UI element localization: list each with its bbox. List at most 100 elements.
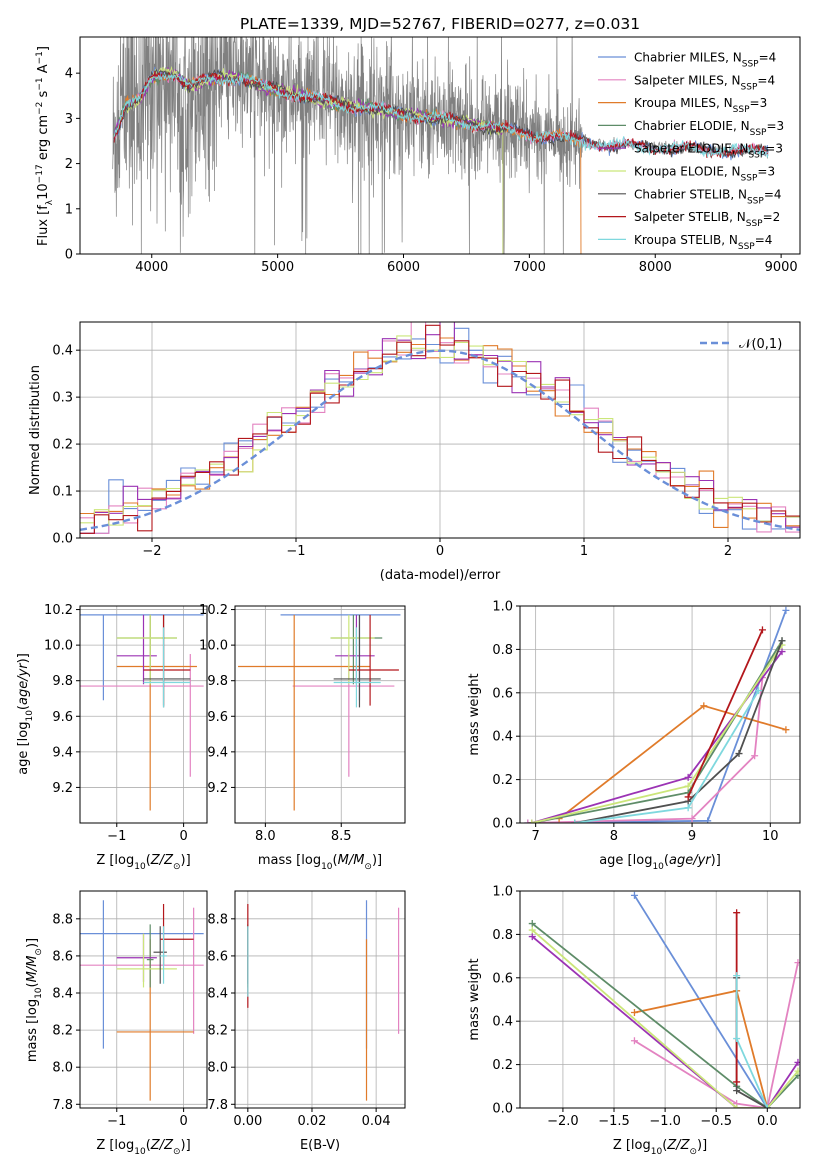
y-tick-label: 9.2 (52, 781, 73, 796)
x-tick-label: −1 (286, 544, 305, 559)
point-salpeter-miles (80, 654, 204, 777)
plot-area (520, 891, 800, 1108)
x-tick-label: −0.5 (700, 1114, 732, 1129)
x-tick-label: 0 (436, 544, 444, 559)
x-tick-label: −1.0 (649, 1114, 681, 1129)
x-axis-label: Z [log10(Z/Z⊙)] (96, 1138, 190, 1157)
legend-item-salpeter-stelib: Salpeter STELIB, NSSP=2 (598, 210, 780, 229)
y-tick-label: 2 (65, 157, 73, 172)
y-tick-label: 0.2 (492, 773, 513, 788)
x-axis-label: E(B-V) (300, 1138, 340, 1153)
histogram-kroupa-elodie (80, 335, 800, 526)
y-axis-label: mass weight (467, 958, 482, 1040)
axes-frame (519, 890, 801, 1109)
marker (528, 819, 536, 823)
x-tick-label: 0.02 (298, 1114, 327, 1129)
point-kroupa-miles (116, 939, 194, 1101)
axes-frame (519, 605, 801, 824)
legend-item-salpeter-elodie: Salpeter ELODIE, NSSP=3 (598, 142, 783, 161)
age-vs-metallicity-panel: −1 0 9.2 9.4 9.6 9.8 10.0 10.2 Z [log10(Z/Z⊙)] ag… (16, 603, 208, 872)
marker (751, 752, 759, 760)
svg-text:Chabrier MILES, NSSP=4: Chabrier MILES, NSSP=4 (634, 51, 776, 70)
y-tick-label: 8.6 (52, 949, 73, 964)
y-tick-label: 1.0 (492, 600, 513, 615)
svg-text:mass [log10(M/M⊙)]: mass [log10(M/M⊙)] (258, 853, 382, 872)
point-chabrier-miles (80, 900, 204, 1049)
y-tick-label: 0.0 (52, 532, 73, 547)
x-tick-label: 4000 (135, 260, 168, 275)
series-kroupa-miles (630, 987, 771, 1108)
point-salpeter-miles (80, 907, 204, 1034)
y-axis-label: mass weight (467, 673, 482, 755)
plot-area (235, 891, 405, 1108)
marker (755, 687, 763, 695)
svg-text:Kroupa ELODIE, NSSP=3: Kroupa ELODIE, NSSP=3 (634, 165, 775, 184)
x-tick-label: −1 (107, 1114, 126, 1129)
svg-text:mass [log10(M/M⊙)]: mass [log10(M/M⊙)] (25, 938, 44, 1062)
series-kroupa-stelib (571, 687, 763, 823)
y-tick-label: 1 (65, 202, 73, 217)
x-tick-label: −1.5 (598, 1114, 630, 1129)
spectrum-panel: 4000 5000 6000 7000 8000 9000 0 1 2 3 4 Flux [fλ10−… (35, 36, 801, 275)
legend-item-kroupa-elodie: Kroupa ELODIE, NSSP=3 (598, 165, 775, 184)
y-tick-label: 10.2 (199, 603, 228, 618)
marker (782, 726, 790, 734)
y-tick-label: 0.8 (492, 928, 513, 943)
y-tick-label: 9.8 (52, 674, 73, 689)
axes-frame (79, 36, 801, 255)
axes-frame (234, 605, 406, 824)
marker (704, 817, 712, 823)
svg-text:E(B-V): E(B-V) (300, 1138, 340, 1153)
marker (794, 1067, 800, 1075)
x-tick-label: 10 (762, 829, 779, 844)
y-tick-label: 0.1 (52, 485, 73, 500)
axes-frame (79, 890, 208, 1109)
y-tick-label: 0.0 (492, 817, 513, 832)
point-kroupa-miles (116, 614, 197, 811)
mass-vs-metallicity-panel: −1 0 7.8 8.0 8.2 8.4 8.6 8.8 Z [log10(Z/Z⊙)] mass… (25, 890, 208, 1157)
marker (758, 626, 766, 634)
marker (700, 702, 708, 710)
marker (684, 773, 692, 781)
axes-frame (79, 321, 801, 539)
point-kroupa-stelib (333, 627, 381, 708)
legend-item-chabrier-stelib: Chabrier STELIB, NSSP=4 (598, 187, 782, 206)
plot-area (520, 606, 800, 823)
y-tick-label: 9.2 (207, 781, 228, 796)
svg-text:age [log10(age/yr)]: age [log10(age/yr)] (16, 653, 35, 775)
y-axis-label: mass [log10(M/M⊙)] (25, 938, 44, 1062)
svg-text:Z [log10(Z/Z⊙)]: Z [log10(Z/Z⊙)] (613, 1138, 707, 1157)
point-chabrier-elodie (116, 614, 177, 685)
y-tick-label: 7.8 (52, 1098, 73, 1113)
y-tick-label: 10.2 (44, 603, 73, 618)
plot-area (80, 891, 207, 1108)
y-tick-label: 9.4 (207, 745, 228, 760)
marker (733, 1087, 741, 1095)
legend-item-salpeter-miles: Salpeter MILES, NSSP=4 (598, 73, 775, 92)
y-tick-label: 8.6 (207, 949, 228, 964)
x-axis-label: age [log10(age/yr)] (599, 853, 721, 872)
marker (794, 959, 800, 967)
marker (733, 909, 741, 917)
marker (688, 815, 696, 823)
svg-text:Salpeter MILES, NSSP=4: Salpeter MILES, NSSP=4 (634, 73, 775, 92)
y-tick-label: 8.8 (207, 912, 228, 927)
x-tick-label: 8.0 (255, 829, 276, 844)
marker (524, 819, 532, 823)
marker (778, 637, 786, 645)
point-chabrier-miles (280, 614, 401, 701)
x-tick-label: 7000 (513, 260, 546, 275)
x-tick-label: 1 (580, 544, 588, 559)
marker (733, 972, 741, 980)
point-salpeter-miles (292, 654, 395, 777)
age-vs-mass-panel: 8.0 8.5 9.2 9.4 9.6 9.8 10.0 10.2 mass [log10(M/… (199, 603, 406, 872)
y-tick-label: 8.0 (52, 1061, 73, 1076)
x-tick-label: 5000 (261, 260, 294, 275)
svg-text:Kroupa MILES, NSSP=3: Kroupa MILES, NSSP=3 (634, 96, 767, 115)
series-chabrier-stelib (571, 637, 786, 823)
y-tick-label: 9.4 (52, 745, 73, 760)
plot-area (112, 37, 769, 254)
y-tick-label: 4 (65, 67, 73, 82)
mass-weight-vs-age-panel: 7 8 9 10 0.0 0.2 0.4 0.6 0.8 1.0 age [log10(age/yr… (467, 600, 801, 872)
y-tick-label: 3 (65, 112, 73, 127)
